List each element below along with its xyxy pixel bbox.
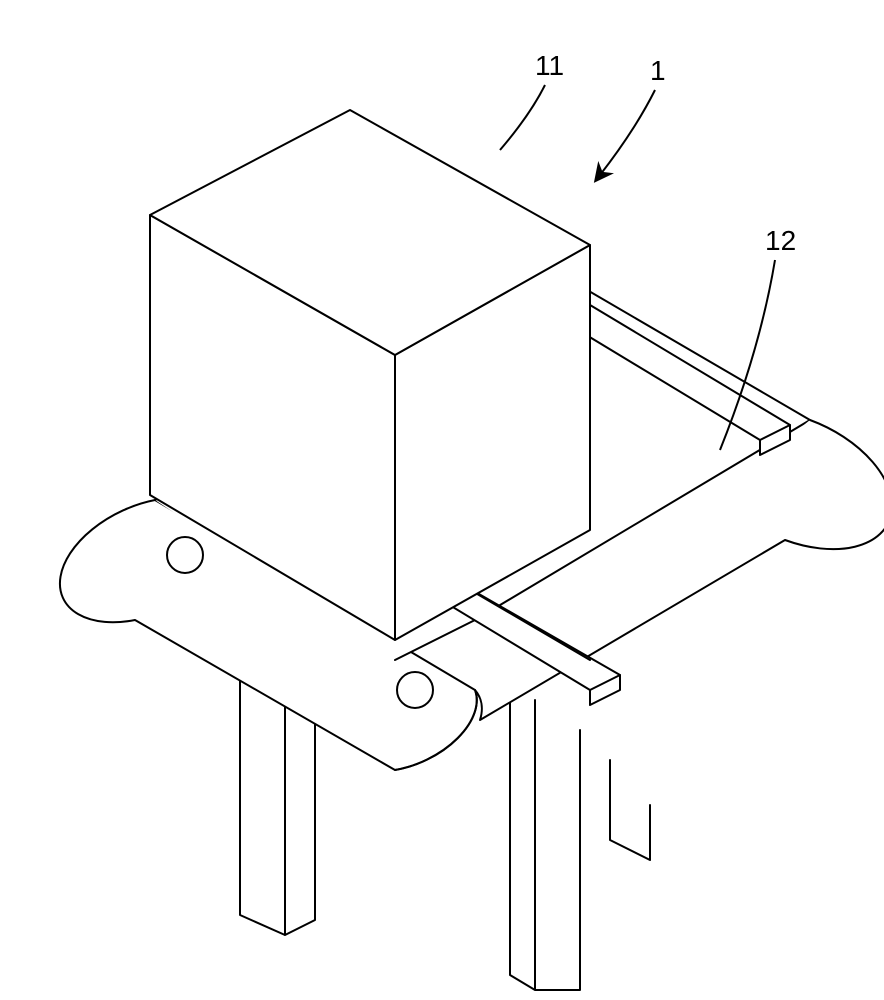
label-1: 1 bbox=[650, 55, 666, 86]
conveyor-diagram: 11 1 12 bbox=[0, 0, 884, 1000]
leg-front-right bbox=[510, 700, 580, 990]
label-11: 11 bbox=[535, 50, 564, 81]
leg-back-right bbox=[610, 760, 650, 860]
roller-right bbox=[397, 672, 433, 708]
label-12: 12 bbox=[765, 225, 796, 256]
roller-left bbox=[167, 537, 203, 573]
